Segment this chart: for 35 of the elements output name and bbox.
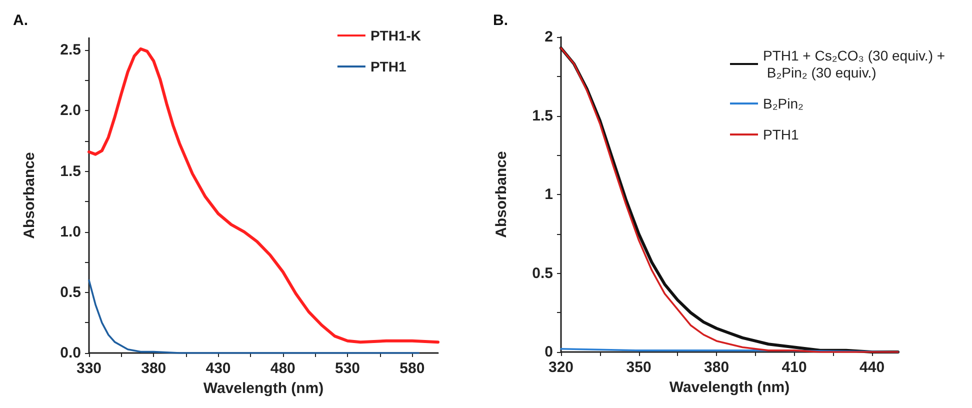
x-tick-label: 440: [860, 359, 885, 376]
line-series: [88, 279, 420, 354]
y-tick-label: 0.5: [60, 284, 81, 301]
chart-title: A.: [13, 12, 28, 29]
y-tick-label: 1.5: [532, 107, 553, 124]
y-tick-label: 1.0: [60, 223, 81, 240]
x-axis-title: Wavelength (nm): [203, 380, 324, 397]
x-tick-label: 530: [335, 360, 360, 377]
x-tick-label: 380: [141, 360, 166, 377]
legend-label: PTH1-K: [370, 28, 422, 44]
legend-label: PTH1 + Cs₂CO₃ (30 equiv.) + B₂Pin₂ (30 equiv.): [763, 48, 946, 80]
x-axis-title: Wavelength (nm): [669, 379, 790, 396]
y-tick-label: 1.5: [60, 162, 81, 180]
y-tick-label: 2.5: [60, 42, 81, 59]
y-tick-label: 0: [544, 344, 553, 360]
legend-label: PTH1: [763, 126, 799, 142]
y-tick-label: 0.0: [60, 344, 81, 362]
line-series: [88, 47, 440, 344]
chart-title: B.: [493, 12, 508, 29]
x-tick-label: 580: [400, 360, 425, 377]
y-axis-title: Absorbance: [21, 152, 38, 239]
x-tick-label: 320: [548, 359, 574, 376]
x-tick-label: 430: [206, 360, 231, 377]
legend-label: PTH1: [370, 58, 406, 74]
y-tick-label: 2.0: [60, 102, 81, 120]
y-tick-label: 2: [544, 28, 553, 46]
x-tick-label: 330: [76, 360, 102, 377]
y-tick-label: 1: [544, 186, 553, 203]
y-axis-title: Absorbance: [493, 151, 510, 238]
x-tick-label: 480: [270, 360, 296, 377]
x-tick-label: 380: [704, 359, 730, 376]
x-tick-label: 410: [782, 359, 807, 376]
x-tick-label: 350: [626, 359, 652, 376]
legend-label: B₂Pin₂: [763, 96, 804, 112]
y-tick-label: 0.5: [532, 264, 553, 282]
